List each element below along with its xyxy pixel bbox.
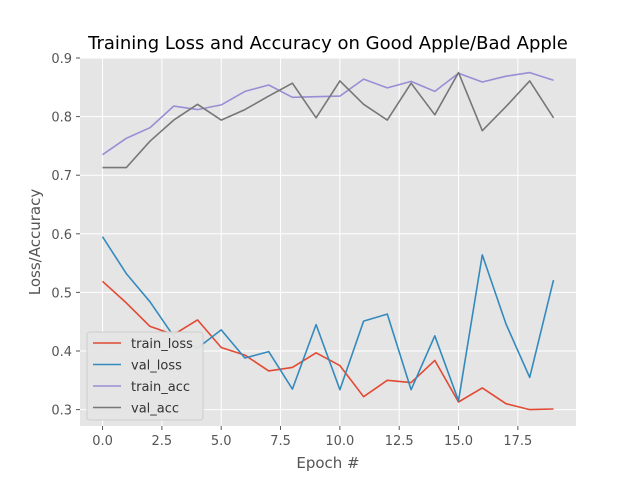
- y-axis-label: Loss/Accuracy: [26, 189, 44, 296]
- legend: train_loss val_loss train_acc val_acc: [86, 331, 204, 421]
- x-tick-label: 7.5: [270, 434, 291, 449]
- x-axis-ticks: 0.0 2.5 5.0 7.5 10.0 12.5 15.0 17.5: [92, 426, 532, 449]
- x-tick-label: 5.0: [211, 434, 232, 449]
- x-tick-label: 15.0: [444, 434, 473, 449]
- legend-label: val_loss: [131, 359, 182, 374]
- x-tick-label: 10.0: [325, 434, 354, 449]
- y-tick-label: 0.3: [51, 404, 72, 419]
- y-tick-label: 0.6: [51, 228, 72, 243]
- y-axis-ticks: 0.3 0.4 0.5 0.6 0.7 0.8 0.9: [51, 52, 80, 419]
- y-tick-label: 0.8: [51, 111, 72, 126]
- legend-box: [86, 331, 204, 421]
- legend-label: train_loss: [131, 337, 193, 352]
- y-tick-label: 0.5: [51, 286, 72, 301]
- series-line-train_acc: [102, 71, 554, 156]
- x-axis-label: Epoch #: [296, 454, 359, 472]
- legend-label: train_acc: [131, 380, 190, 395]
- x-tick-label: 17.5: [503, 434, 532, 449]
- legend-label: val_acc: [131, 402, 179, 417]
- chart-title: Training Loss and Accuracy on Good Apple…: [87, 33, 568, 54]
- y-tick-label: 0.7: [51, 169, 72, 184]
- y-tick-label: 0.4: [51, 345, 72, 360]
- x-tick-label: 0.0: [92, 434, 113, 449]
- x-tick-label: 12.5: [385, 434, 414, 449]
- series-line-val_acc: [102, 71, 555, 169]
- x-tick-label: 2.5: [152, 434, 173, 449]
- y-tick-label: 0.9: [51, 52, 72, 67]
